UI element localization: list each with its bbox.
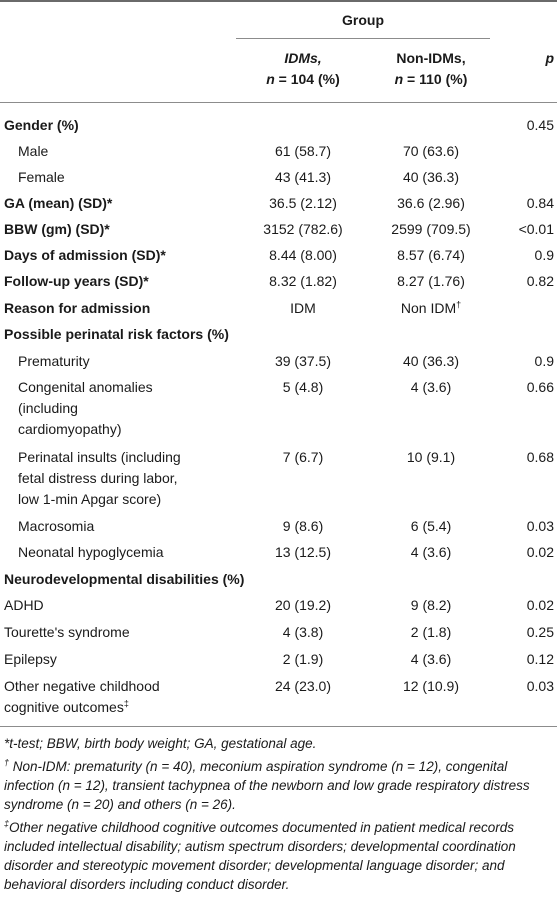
row-idm-congenital: 5 (4.8) <box>282 379 324 395</box>
row-label-reason: Reason for admission <box>4 300 151 316</box>
row-non-prematurity: 40 (36.3) <box>402 353 460 369</box>
row-p-epilepsy: 0.12 <box>526 651 554 667</box>
row-p-adhd: 0.02 <box>526 597 554 613</box>
row-label-followup: Follow-up years (SD)* <box>4 273 149 289</box>
row-idm-male: 61 (58.7) <box>274 143 332 159</box>
row-non-days: 8.57 (6.74) <box>397 247 465 263</box>
row-label-insults-2: fetal distress during labor, <box>18 470 178 486</box>
row-idm-tourette: 4 (3.8) <box>282 624 324 640</box>
row-non-congenital: 4 (3.6) <box>410 379 452 395</box>
row-non-followup: 8.27 (1.76) <box>397 273 465 289</box>
row-label-neuro: Neurodevelopmental disabilities (%) <box>4 571 245 587</box>
row-non-hypoglycemia: 4 (3.6) <box>410 544 452 560</box>
row-label-tourette: Tourette's syndrome <box>4 624 130 640</box>
row-idm-female: 43 (41.3) <box>274 169 332 185</box>
table-bottom-rule <box>0 726 557 727</box>
row-label-other-2: cognitive outcomes‡ <box>4 698 129 715</box>
row-label-days: Days of admission (SD)* <box>4 247 166 263</box>
row-p-tourette: 0.25 <box>526 624 554 640</box>
footnote-ttest: *t-test; BBW, birth body weight; GA, ges… <box>4 736 317 751</box>
row-non-male: 70 (63.6) <box>402 143 460 159</box>
row-label-congenital-2: (including <box>18 400 78 416</box>
row-label-congenital-1: Congenital anomalies <box>18 379 153 395</box>
col-idms-n: n = 104 (%) <box>266 71 340 87</box>
row-label-other-1: Other negative childhood <box>4 678 160 694</box>
header-rule <box>0 102 557 103</box>
row-p-congenital: 0.66 <box>526 379 554 395</box>
row-non-ga: 36.6 (2.96) <box>397 195 465 211</box>
row-p-ga: 0.84 <box>526 195 554 211</box>
row-label-female: Female <box>18 169 65 185</box>
row-non-reason: Non IDM† <box>400 299 462 316</box>
row-non-tourette: 2 (1.8) <box>410 624 452 640</box>
row-non-macrosomia: 6 (5.4) <box>410 518 452 534</box>
row-label-epilepsy: Epilepsy <box>4 651 57 667</box>
col-idms-name: IDMs, <box>284 50 322 66</box>
row-label-gender: Gender (%) <box>4 117 79 133</box>
row-non-female: 40 (36.3) <box>402 169 460 185</box>
row-non-adhd: 9 (8.2) <box>410 597 452 613</box>
col-non-name: Non-IDMs, <box>396 50 466 66</box>
col-p: p <box>545 50 554 66</box>
row-p-macrosomia: 0.03 <box>526 518 554 534</box>
row-idm-followup: 8.32 (1.82) <box>269 273 337 289</box>
footnote-non-idm: † Non-IDM: prematurity (n = 40), meconiu… <box>4 757 530 812</box>
row-p-prematurity: 0.9 <box>534 353 554 369</box>
row-idm-insults: 7 (6.7) <box>282 449 324 465</box>
row-label-perinatal: Possible perinatal risk factors (%) <box>4 326 229 342</box>
row-idm-adhd: 20 (19.2) <box>274 597 332 613</box>
row-label-insults-3: low 1-min Apgar score) <box>18 491 162 507</box>
row-label-hypoglycemia: Neonatal hypoglycemia <box>18 544 164 560</box>
row-idm-days: 8.44 (8.00) <box>269 247 337 263</box>
row-non-bbw: 2599 (709.5) <box>391 221 471 237</box>
row-p-followup: 0.82 <box>526 273 554 289</box>
row-idm-prematurity: 39 (37.5) <box>274 353 332 369</box>
group-rule <box>236 38 490 39</box>
row-idm-macrosomia: 9 (8.6) <box>282 518 324 534</box>
row-p-days: 0.9 <box>534 247 554 263</box>
row-idm-reason: IDM <box>290 300 316 316</box>
row-label-prematurity: Prematurity <box>18 353 90 369</box>
row-label-bbw: BBW (gm) (SD)* <box>4 221 110 237</box>
row-label-ga: GA (mean) (SD)* <box>4 195 113 211</box>
row-idm-bbw: 3152 (782.6) <box>263 221 343 237</box>
group-header: Group <box>342 12 384 28</box>
footnote-other-outcomes: ‡Other negative childhood cognitive outc… <box>4 818 516 892</box>
row-non-other: 12 (10.9) <box>402 678 460 694</box>
row-label-insults-1: Perinatal insults (including <box>18 449 181 465</box>
row-label-male: Male <box>18 143 49 159</box>
row-idm-hypoglycemia: 13 (12.5) <box>274 544 332 560</box>
row-idm-ga: 36.5 (2.12) <box>269 195 337 211</box>
row-idm-other: 24 (23.0) <box>274 678 332 694</box>
row-p-gender: 0.45 <box>526 117 554 133</box>
row-label-macrosomia: Macrosomia <box>18 518 95 534</box>
row-p-bbw: <0.01 <box>518 221 554 237</box>
row-label-adhd: ADHD <box>4 597 44 613</box>
row-non-epilepsy: 4 (3.6) <box>410 651 452 667</box>
row-label-congenital-3: cardiomyopathy) <box>18 421 122 437</box>
col-non-n: n = 110 (%) <box>394 71 468 87</box>
table-top-rule <box>0 0 557 2</box>
row-non-insults: 10 (9.1) <box>406 449 456 465</box>
row-p-other: 0.03 <box>526 678 554 694</box>
row-p-insults: 0.68 <box>526 449 554 465</box>
row-idm-epilepsy: 2 (1.9) <box>282 651 324 667</box>
row-p-hypoglycemia: 0.02 <box>526 544 554 560</box>
